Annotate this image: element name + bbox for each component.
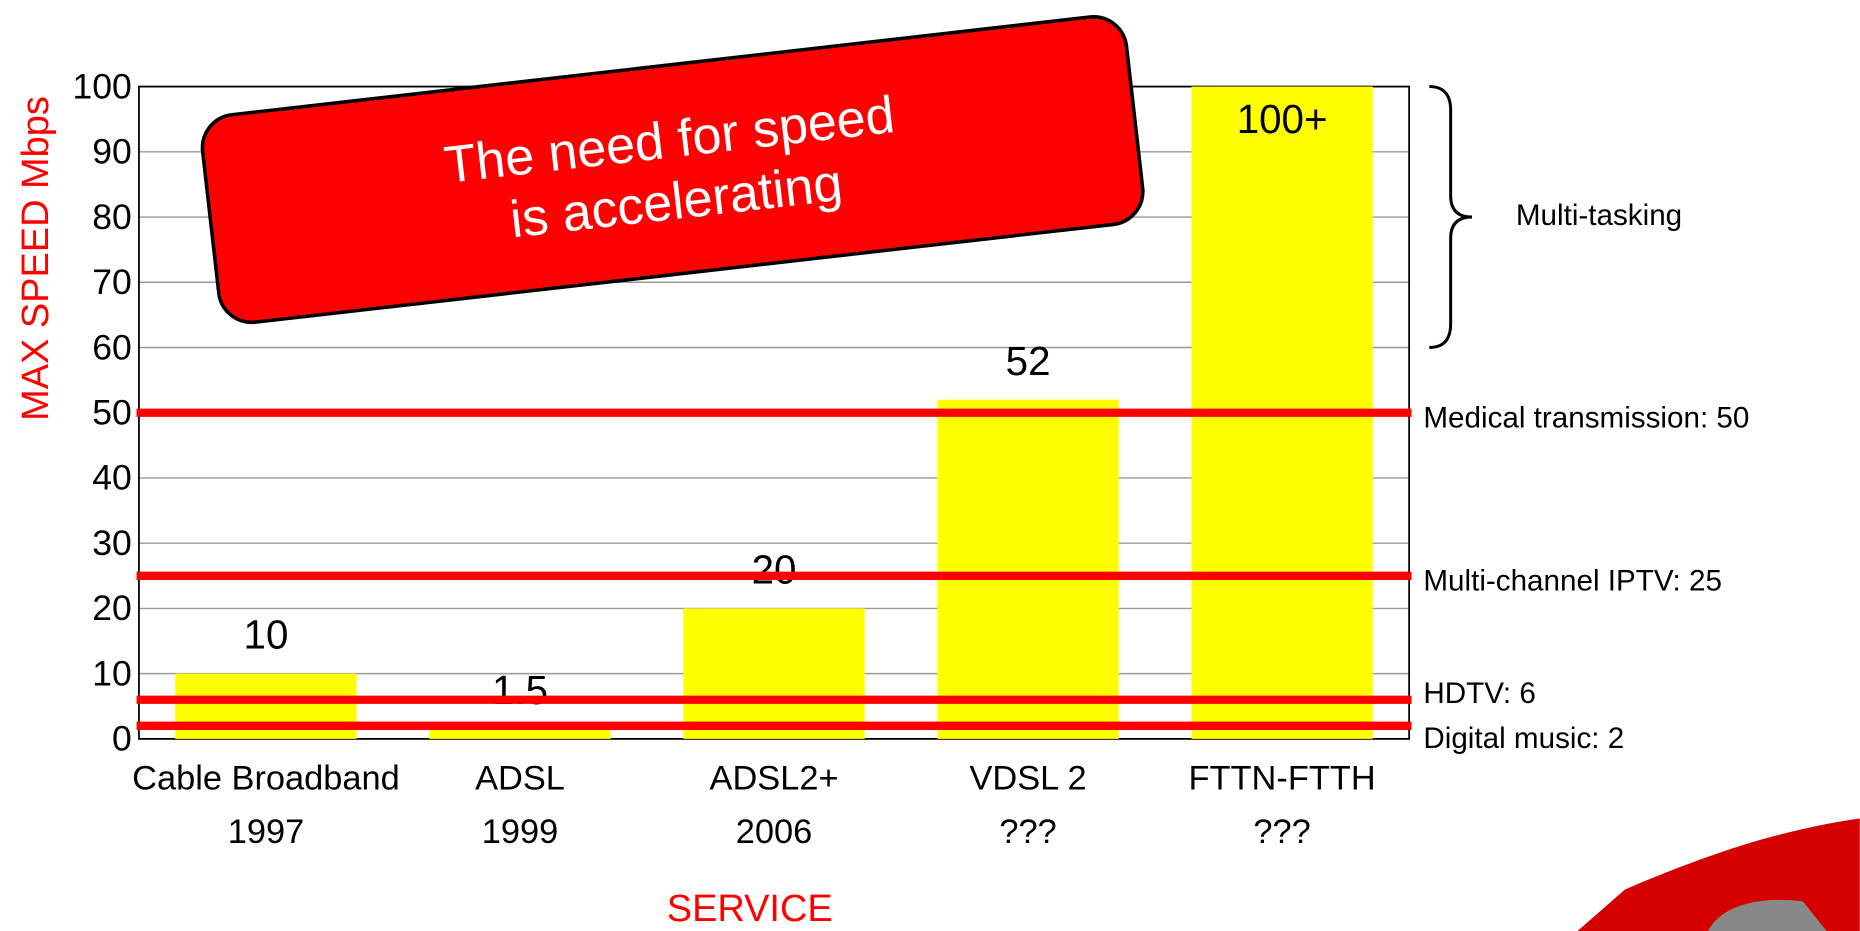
- value-label: 100+: [1237, 96, 1328, 142]
- x-tick-label: FTTN-FTTH: [1189, 759, 1376, 797]
- x-axis-title: SERVICE: [667, 888, 833, 930]
- reference-label: HDTV: 6: [1423, 677, 1535, 710]
- y-tick-label: 10: [92, 653, 132, 693]
- value-label: 20: [752, 546, 797, 592]
- bar: [429, 729, 611, 739]
- y-tick-label: 0: [112, 719, 132, 759]
- x-tick-label: 2006: [736, 813, 812, 851]
- callout-box: [200, 15, 1145, 325]
- y-tick-label: 50: [92, 392, 132, 432]
- value-label: 52: [1006, 338, 1051, 384]
- brace-label: Multi-tasking: [1516, 199, 1682, 232]
- y-tick-label: 70: [92, 262, 132, 302]
- y-tick-label: 20: [92, 588, 132, 628]
- corner-graphic-inner: [1708, 899, 1827, 931]
- x-tick-label: ???: [1253, 813, 1310, 851]
- x-tick-label: VDSL 2: [969, 759, 1086, 797]
- bar: [937, 399, 1119, 739]
- x-tick-label: 1999: [482, 813, 558, 851]
- y-tick-label: 60: [92, 327, 132, 367]
- y-tick-label: 90: [92, 132, 132, 172]
- x-tick-label: 1997: [228, 813, 304, 851]
- bar: [683, 608, 865, 739]
- brace: [1429, 85, 1473, 349]
- corner-graphic: [1577, 818, 1860, 931]
- y-tick-label: 40: [92, 458, 132, 498]
- x-tick-label: ADSL2+: [710, 759, 839, 797]
- y-tick-label: 80: [92, 197, 132, 237]
- x-tick-label: ADSL: [475, 759, 565, 797]
- x-tick-label: Cable Broadband: [132, 759, 400, 797]
- reference-label: Multi-channel IPTV: 25: [1423, 565, 1722, 598]
- x-tick-label: ???: [999, 813, 1056, 851]
- reference-label: Digital music: 2: [1423, 722, 1624, 755]
- y-tick-label: 30: [92, 523, 132, 563]
- value-label: 10: [244, 612, 289, 658]
- value-label: 1.5: [492, 667, 548, 713]
- reference-label: Medical transmission: 50: [1423, 402, 1749, 435]
- y-axis-title: MAX SPEED Mbps: [15, 96, 57, 421]
- y-tick-label: 100: [72, 66, 131, 106]
